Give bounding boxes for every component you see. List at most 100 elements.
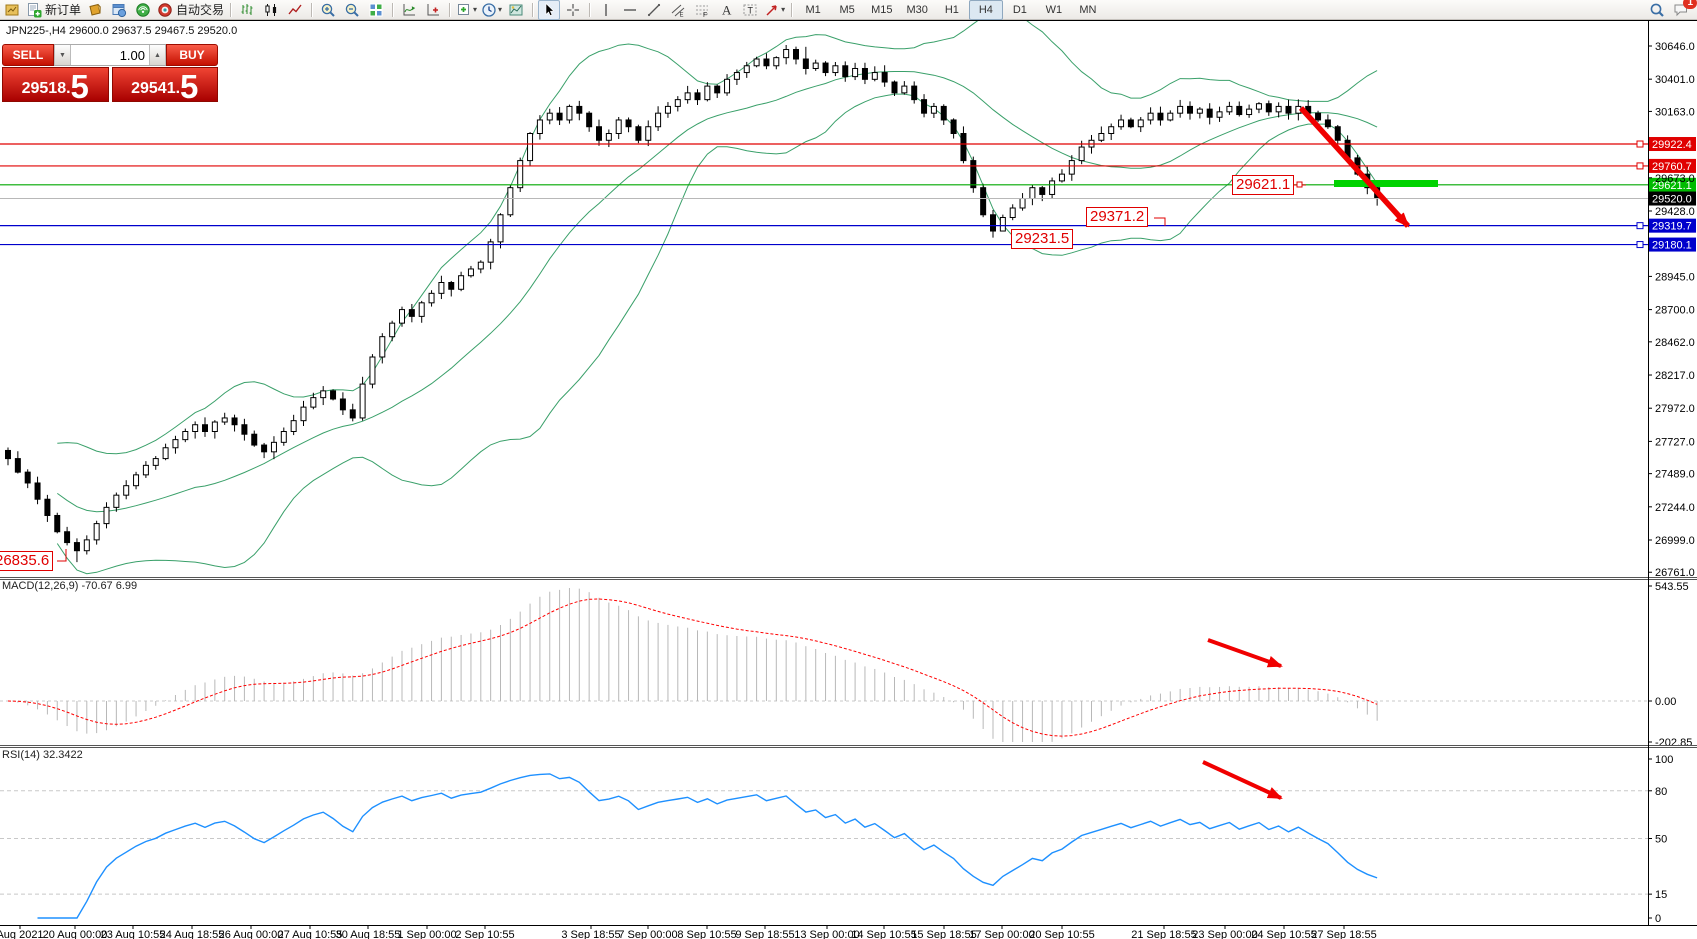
bear-candle [330, 390, 337, 400]
candlestick-chart-icon [265, 3, 277, 16]
bear-candle [1157, 112, 1164, 121]
chart-file-icon[interactable] [1, 0, 23, 20]
price-axis-tick: 29673.0 [1655, 173, 1695, 185]
price-annotation-label[interactable]: 29371.2 [1086, 207, 1149, 227]
signal-icon[interactable] [132, 0, 154, 20]
text-icon[interactable]: A [715, 0, 737, 20]
support-highlight-bar[interactable] [1334, 180, 1438, 187]
bull-candle [458, 275, 465, 290]
buy-price-big-digit: 5 [180, 67, 199, 105]
period-clock-icon-dropdown[interactable]: ▾ [498, 5, 503, 14]
add-object-icon-dropdown[interactable]: ▾ [473, 5, 478, 14]
toolbar-separator [589, 2, 591, 17]
arrows-tool-icon [766, 4, 777, 16]
label-drag-handle[interactable] [1296, 181, 1303, 188]
bear-candle [793, 49, 799, 60]
period-clock-icon[interactable]: ▾ [480, 0, 503, 20]
buy-price-box[interactable]: 29541. 5 [111, 67, 218, 105]
rsi-axis-tick: 0 [1655, 913, 1661, 925]
chart-symbol-title: JPN225-,H4 29600.0 29637.5 29467.5 29520… [6, 25, 238, 37]
autotrading-button-label: 自动交易 [176, 3, 225, 17]
timeframe-h1-button[interactable]: H1 [944, 3, 959, 16]
chart-snapshot-icon[interactable] [505, 0, 527, 20]
equidistant-channel-icon[interactable]: E [667, 0, 689, 20]
main-trend-arrow[interactable] [1298, 106, 1411, 228]
line-drag-handle[interactable] [1636, 241, 1644, 249]
sell-button[interactable]: SELL [2, 44, 54, 66]
zoom-in-icon[interactable] [317, 0, 339, 20]
indicator-add-icon[interactable] [422, 0, 444, 20]
toolbar-separator [532, 2, 534, 17]
timeframe-d1-button[interactable]: D1 [1012, 3, 1027, 16]
timeframe-m1-button[interactable]: M1 [805, 3, 821, 16]
fibonacci-icon: F [696, 5, 709, 18]
time-axis-label: Aug 2021 [0, 929, 44, 939]
svg-text:A: A [722, 2, 732, 17]
chat-icon[interactable]: 1 [1670, 0, 1697, 20]
price-annotation-label[interactable]: 29621.1 [1232, 175, 1295, 195]
time-axis-label: 20 Sep 10:55 [1029, 929, 1094, 939]
bar-chart-icon[interactable] [236, 0, 258, 20]
crosshair-icon[interactable] [562, 0, 584, 20]
history-center-icon[interactable] [84, 0, 106, 20]
add-object-icon[interactable]: ▾ [455, 0, 478, 20]
bull-candle [152, 458, 159, 466]
zoom-out-icon[interactable] [341, 0, 363, 20]
volume-increase-button[interactable]: ▲ [149, 45, 166, 65]
rsi-panel[interactable] [0, 773, 1648, 919]
trendline-icon[interactable] [643, 0, 665, 20]
sell-price-box[interactable]: 29518. 5 [2, 67, 109, 103]
bull-candle [1226, 105, 1233, 113]
new-order-button[interactable]: 新订单 [25, 0, 82, 20]
price-line-label [1649, 137, 1696, 152]
price-axis-tick: 30646.0 [1655, 41, 1695, 53]
bear-candle [5, 449, 11, 460]
new-order-button-label: 新订单 [45, 3, 82, 17]
price-annotation-label[interactable]: 26835.6 [0, 551, 54, 571]
buy-button[interactable]: BUY [166, 44, 218, 66]
timeframe-m5-button[interactable]: M5 [839, 3, 855, 16]
price-line-label-text: 29922.4 [1652, 139, 1692, 151]
bull-candle [999, 216, 1006, 232]
vertical-line-icon[interactable] [595, 0, 617, 20]
volume-input[interactable] [71, 45, 149, 65]
autotrading-button[interactable]: 自动交易 [156, 0, 225, 20]
arrows-tool-icon[interactable]: ▾ [763, 0, 786, 20]
line-drag-handle[interactable] [1636, 162, 1644, 170]
volume-decrease-button[interactable]: ▼ [54, 45, 71, 65]
timeframe-m15-button[interactable]: M15 [871, 3, 893, 16]
line-chart-icon[interactable] [284, 0, 306, 20]
line-drag-handle[interactable] [1636, 222, 1644, 230]
timeframe-h4-button[interactable]: H4 [968, 0, 1003, 20]
price-annotation-label[interactable]: 29231.5 [1011, 229, 1074, 249]
fibonacci-icon[interactable]: F [691, 0, 713, 20]
price-line-label [1649, 237, 1696, 252]
cursor-icon[interactable] [538, 0, 561, 20]
horizontal-line-icon[interactable] [619, 0, 641, 20]
timeframe-w1-button[interactable]: W1 [1045, 3, 1063, 16]
price-axis-tick: 27972.0 [1655, 403, 1695, 415]
indicators-icon[interactable] [398, 0, 420, 20]
macd-panel[interactable] [0, 588, 1648, 743]
line-drag-handle[interactable] [1636, 140, 1644, 148]
data-window-icon[interactable] [108, 0, 130, 20]
bull-candle [123, 485, 130, 496]
bull-candle [704, 85, 711, 101]
search-icon[interactable] [1646, 0, 1668, 20]
main-chart-panel[interactable] [5, 10, 1381, 575]
arrows-tool-icon-dropdown[interactable]: ▾ [781, 5, 786, 14]
bull-candle [1167, 112, 1174, 121]
equidistant-channel-icon: E [671, 4, 685, 18]
timeframe-m30-button[interactable]: M30 [906, 3, 928, 16]
timeframe-mn-button[interactable]: MN [1079, 3, 1097, 16]
bull-candle [497, 214, 504, 243]
macd-trend-arrow[interactable] [1207, 638, 1283, 668]
tile-windows-icon[interactable] [365, 0, 387, 20]
vertical-line-icon [605, 3, 607, 16]
text-label-icon[interactable]: T [739, 0, 761, 20]
candlestick-chart-icon[interactable] [260, 0, 282, 20]
bull-candle [290, 420, 297, 433]
rsi-trend-arrow[interactable] [1202, 760, 1283, 800]
